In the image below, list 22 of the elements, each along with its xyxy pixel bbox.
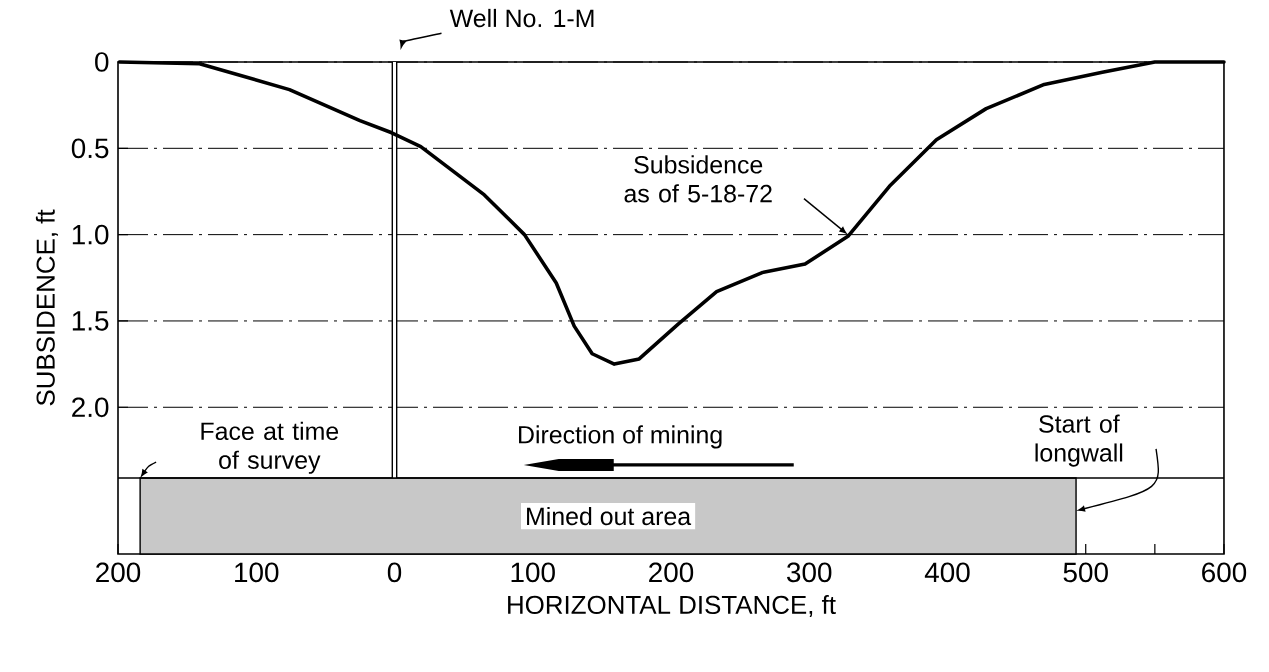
ref-line-label: Well No. 1-M [449,8,594,28]
x-axis-title: HORIZONTAL DISTANCE, ft [508,595,836,618]
x-tick-label: 200 [96,562,141,583]
annotation: Direction of mining [519,425,722,449]
y-axis-title: SUBSIDENCE, ft [35,209,58,406]
y-tick-label: 2.0 [72,397,109,418]
x-tick-label: 100 [511,562,555,583]
y-tick-label: 0.5 [71,138,109,159]
x-tick-label: 200 [649,562,694,583]
x-tick-label: 300 [787,562,832,583]
x-tick-label: 600 [1202,562,1247,583]
x-tick-label: 500 [1063,562,1108,583]
x-tick-label: 0 [387,562,402,583]
x-tick-label: 100 [235,562,279,583]
y-tick-label: 0 [95,52,109,72]
annotation: Face at time of survey [201,421,339,474]
y-tick-label: 1.5 [72,311,109,331]
annotation: Subsidence as of 5-18-72 [624,155,772,203]
annotation: Start of longwall [1035,414,1123,467]
y-tick-label: 1.0 [72,224,109,245]
band-label: Mined out area [527,506,692,526]
x-tick-label: 400 [924,562,970,583]
